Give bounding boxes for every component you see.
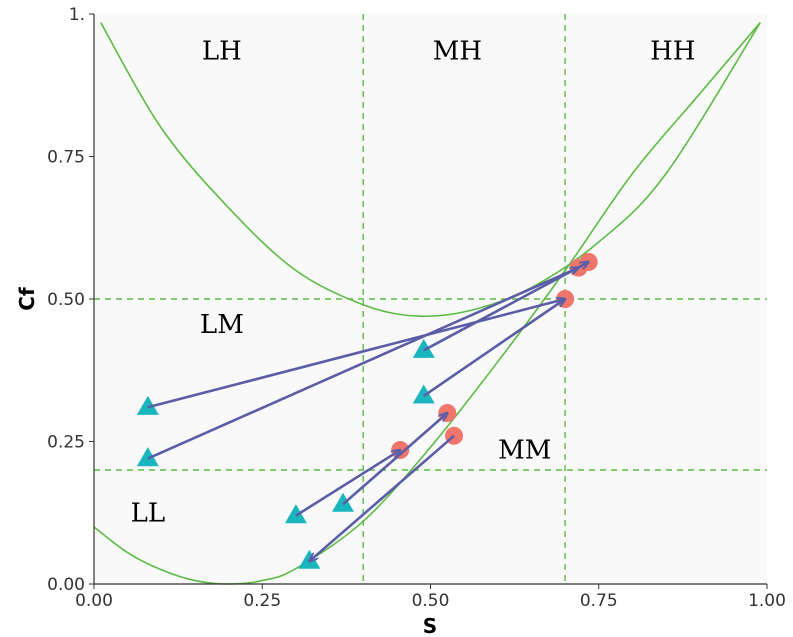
region-label: MH <box>433 37 482 67</box>
triangle-marker <box>136 447 159 467</box>
region-label: HH <box>650 37 695 67</box>
triangle-marker <box>332 492 355 512</box>
y-tick-label: 0.25 <box>47 433 85 453</box>
triangle-marker <box>412 338 435 358</box>
triangle-marker <box>412 384 435 404</box>
x-tick-label: 0.25 <box>243 591 281 611</box>
y-tick-label: 0.00 <box>47 575 85 595</box>
region-label: LH <box>202 37 242 67</box>
transition-arrow <box>147 299 565 409</box>
y-tick-label: 0.75 <box>47 148 85 168</box>
triangle-marker <box>136 395 159 415</box>
triangle-marker <box>284 504 307 524</box>
x-tick-label: 0.50 <box>412 591 450 611</box>
transition-arrow <box>342 413 447 506</box>
boundary-curve <box>100 22 761 318</box>
boundary-curve <box>93 22 761 585</box>
x-tick-label: 0.75 <box>580 591 618 611</box>
transition-arrow <box>309 434 455 561</box>
region-label: LL <box>131 498 166 528</box>
y-axis-title: Cf <box>15 287 39 311</box>
transition-arrow <box>147 268 579 460</box>
transition-arrow <box>423 262 589 352</box>
transition-arrow <box>295 450 400 517</box>
region-label: MM <box>498 436 551 466</box>
transition-arrow <box>423 299 565 397</box>
x-axis-title: S <box>423 614 437 637</box>
y-tick-label: 0.50 <box>47 290 85 310</box>
region-label: LM <box>200 310 244 340</box>
y-tick-label: 1. <box>69 5 85 25</box>
x-tick-label: 1.00 <box>748 591 786 611</box>
x-tick-label: 0.00 <box>75 591 113 611</box>
